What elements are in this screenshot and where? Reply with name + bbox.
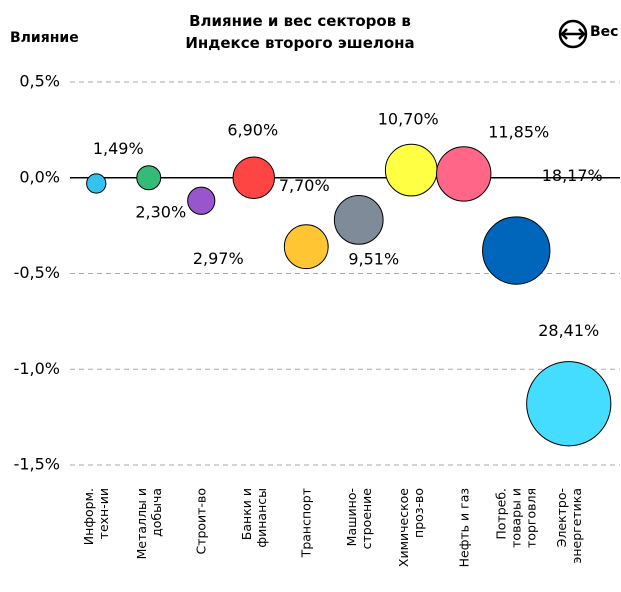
size-legend-icon [558,19,588,49]
x-tick-label: Химическое проз-во [396,488,427,568]
y-tick-label: -0,5% [14,263,60,282]
x-tick-label: Электро- энергетика [553,488,584,564]
bubble [86,173,107,194]
bubble [187,186,216,215]
x-tick-label: Банки и финансы [238,488,269,548]
bubble [283,224,329,270]
bubble [384,143,438,197]
bubble [526,361,612,447]
x-tick-label: Потреб. товары и торговля [493,488,539,548]
data-label: 28,41% [538,321,599,340]
data-label: 9,51% [348,249,399,268]
y-tick-label: 0,0% [19,167,60,186]
x-tick-label: Транспорт [298,488,314,558]
y-axis-label: Влияние [10,30,79,46]
chart-title: Влияние и вес секторов в Индексе второго… [185,12,415,52]
data-label: 6,90% [227,120,278,139]
y-tick-label: -1,0% [14,359,60,378]
bubble [136,165,162,191]
data-label: 18,17% [542,166,603,185]
x-tick-label: Информ. техн-ии [81,488,112,546]
y-tick-label: 0,5% [19,72,60,91]
x-tick-label: Машино- строение [343,488,374,550]
x-tick-label: Металлы и добыча [133,488,164,560]
y-tick-label: -1,5% [14,455,60,474]
data-label: 7,70% [279,176,330,195]
bubble [232,156,276,200]
data-label: 2,97% [193,249,244,268]
data-label: 2,30% [135,202,186,221]
data-label: 11,85% [488,122,549,141]
data-label: 10,70% [378,110,439,129]
bubble [482,216,551,285]
x-tick-label: Нефть и газ [456,488,472,568]
x-tick-label: Строит-во [193,488,209,555]
bubble [333,195,384,245]
bubble [436,146,492,202]
data-label: 1,49% [93,139,144,158]
size-legend-label: Вес [590,24,619,40]
